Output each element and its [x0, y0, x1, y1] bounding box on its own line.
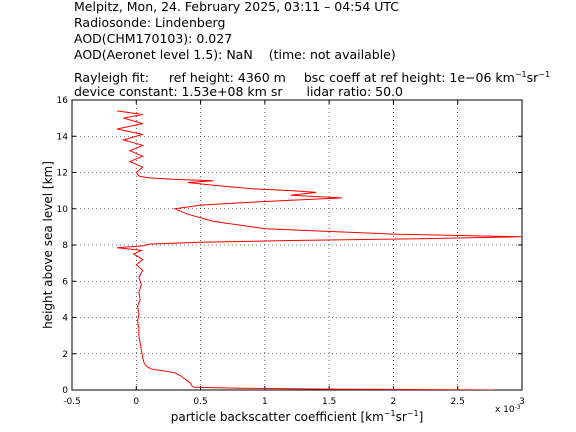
- title-line-3: AOD(CHM170103): 0.027: [74, 31, 233, 46]
- bsc-coeff: bsc coeff at ref height: 1e−06 km: [303, 70, 515, 86]
- x-axis-label: particle backscatter coefficient [km−1sr…: [171, 409, 424, 424]
- series-layer: [116, 110, 522, 390]
- y-tick-label: 0: [62, 386, 68, 396]
- ref-height: ref height: 4360 m: [168, 70, 286, 86]
- y-tick-label: 10: [57, 205, 69, 215]
- y-tick-label: 14: [57, 132, 69, 142]
- title-line-2: Radiosonde: Lindenberg: [74, 15, 226, 30]
- grid: [72, 100, 522, 390]
- x-tick-label: 2.5: [451, 397, 465, 407]
- x-tick-label: 1: [262, 397, 268, 407]
- rayleigh-fit-label: Rayleigh fit:: [74, 70, 149, 86]
- x-tick-label: 0: [133, 397, 139, 407]
- aeronet-aod: AOD(Aeronet level 1.5): NaN: [74, 47, 253, 62]
- x-axis-label-sup-2: −1: [407, 409, 419, 418]
- x-tick-label: 0.5: [193, 397, 207, 407]
- x-tick-label: 1.5: [322, 397, 336, 407]
- aeronet-time: (time: not available): [268, 47, 396, 62]
- title-line-4: AOD(Aeronet level 1.5): NaN (time: not a…: [74, 48, 396, 62]
- y-tick-label: 2: [62, 350, 68, 360]
- title-line-5: Rayleigh fit: ref height: 4360 m bsc coe…: [74, 68, 550, 85]
- x-multiplier: x 10-3: [495, 404, 521, 415]
- x-tick-label: 2: [391, 397, 397, 407]
- bsc-sup-1: −1: [514, 70, 527, 79]
- bsc-sr: sr: [526, 70, 539, 86]
- lidar-ratio: lidar ratio: 50.0: [306, 84, 403, 99]
- title-line-1: Melpitz, Mon, 24. February 2025, 03:11 –…: [74, 0, 400, 14]
- y-tick-label: 12: [57, 169, 68, 179]
- y-tick-label: 6: [62, 277, 68, 287]
- device-constant: device constant: 1.53e+08 km sr: [74, 84, 283, 99]
- x-tick-label: -0.5: [63, 397, 81, 407]
- y-axis-label: height above sea level [km]: [41, 161, 55, 329]
- bsc-sup-2: −1: [538, 70, 551, 79]
- y-tick-label: 8: [62, 241, 68, 251]
- y-tick-label: 16: [57, 96, 69, 106]
- y-tick-label: 4: [62, 314, 68, 324]
- title-line-6: device constant: 1.53e+08 km sr lidar ra…: [74, 85, 403, 99]
- x-axis-label-sup-1: −1: [384, 409, 396, 418]
- x-tick-label: 3: [519, 397, 525, 407]
- series-line-backscatter: [116, 110, 522, 390]
